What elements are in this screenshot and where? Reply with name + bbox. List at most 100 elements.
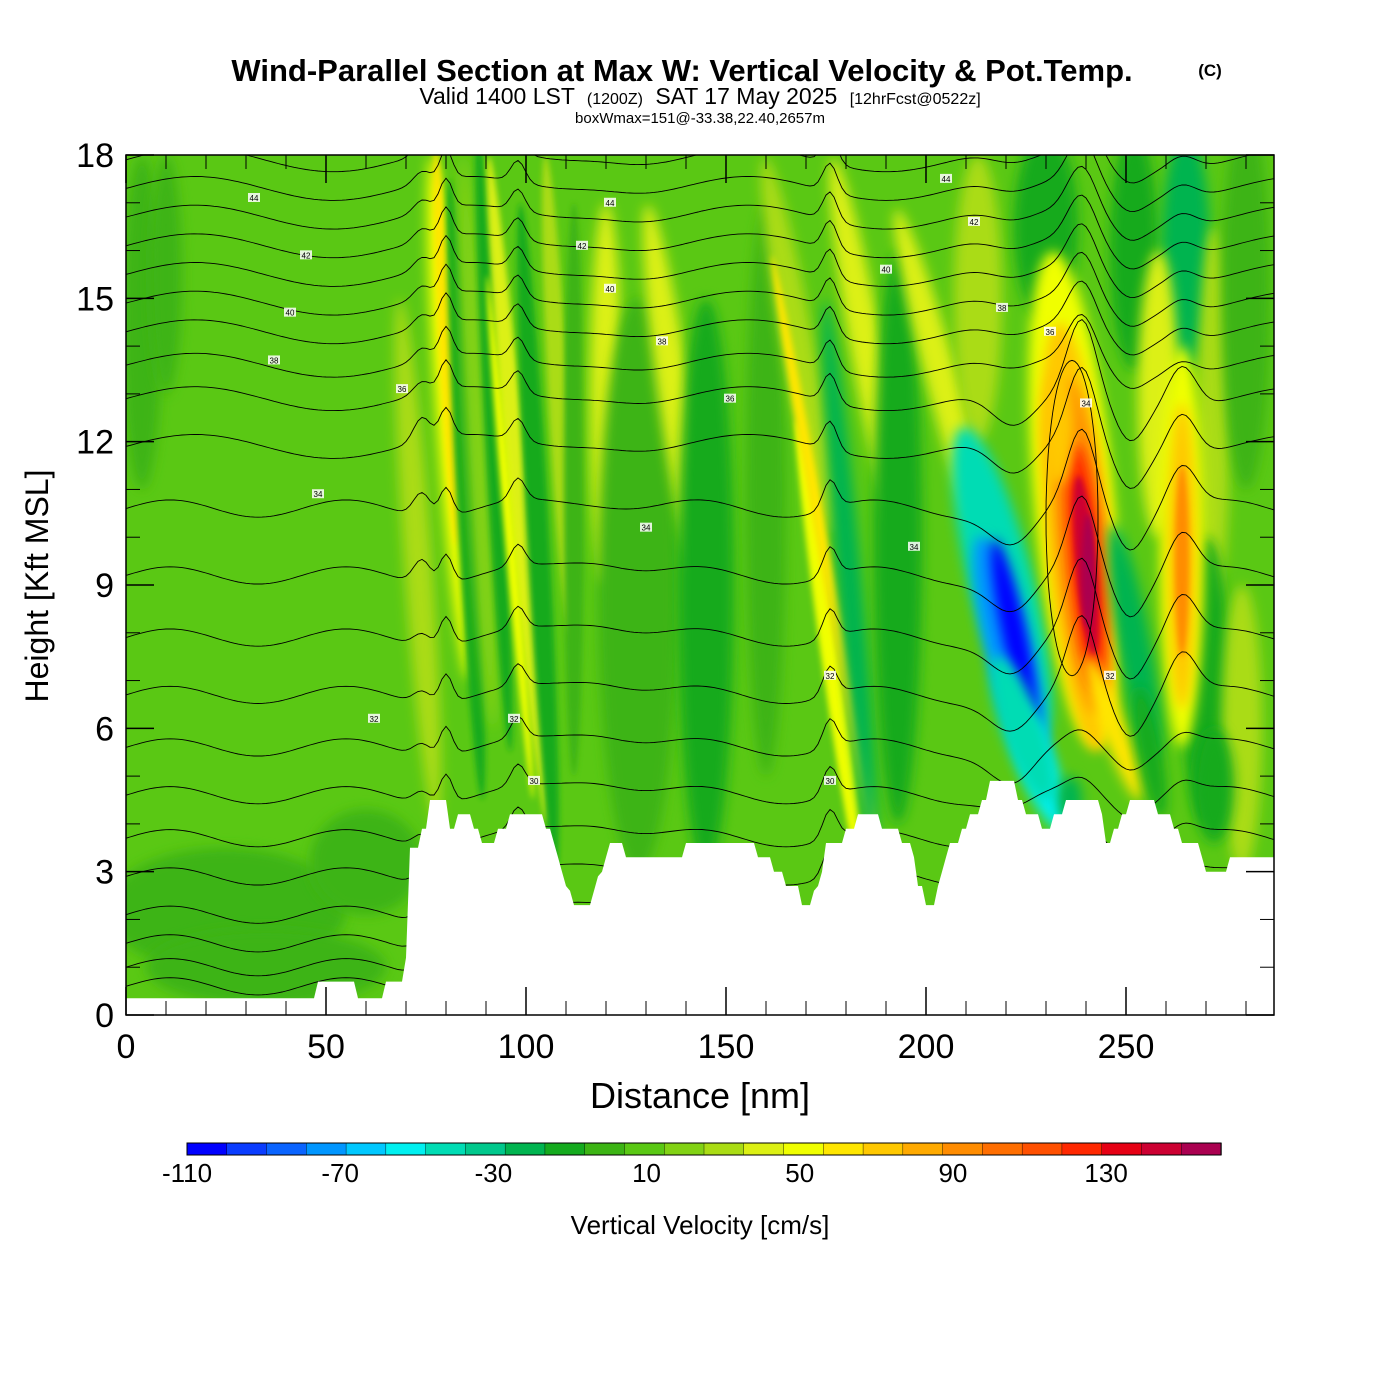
contour-label-box bbox=[940, 173, 952, 183]
velocity-cell bbox=[954, 155, 1002, 442]
colorbar-swatch bbox=[862, 1142, 904, 1156]
isentrope bbox=[126, 366, 1274, 489]
contour-label: 38 bbox=[998, 304, 1007, 313]
contour-label: 30 bbox=[826, 777, 835, 786]
colorbar-swatch bbox=[504, 1142, 546, 1156]
colorbar-tick-label: 10 bbox=[632, 1158, 661, 1188]
contour-labels: 44 42 40 38 36 34 32 44 42 40 38 36 34 32 30 44 42 40 38 36… bbox=[248, 173, 1116, 786]
chart-box-wmax: boxWmax=151@-33.38,22.40,2657m bbox=[575, 110, 825, 127]
colorbar-tick-label: 50 bbox=[785, 1158, 814, 1188]
velocity-cell bbox=[822, 299, 878, 871]
contour-label-box bbox=[1080, 398, 1092, 408]
velocity-cell bbox=[517, 203, 559, 872]
colorbar-tick-label: 130 bbox=[1084, 1158, 1127, 1188]
y-tick-label: 9 bbox=[95, 567, 114, 605]
colorbar-swatch bbox=[664, 1142, 705, 1156]
isentrope bbox=[126, 223, 1274, 299]
colorbar-swatch bbox=[345, 1142, 387, 1156]
contour-label-box bbox=[968, 216, 980, 226]
colorbar-swatch bbox=[385, 1142, 427, 1156]
x-tick-label: 250 bbox=[1098, 1028, 1155, 1066]
velocity-cell bbox=[746, 202, 786, 777]
velocity-cell bbox=[795, 420, 865, 894]
velocity-cell bbox=[475, 155, 513, 752]
contour-label-box bbox=[996, 302, 1008, 312]
x-tick-label: 50 bbox=[307, 1028, 345, 1066]
contour-label: 42 bbox=[578, 242, 587, 251]
contour-label-box bbox=[368, 713, 380, 723]
contour-label: 44 bbox=[250, 194, 259, 203]
y-tick-label: 0 bbox=[95, 997, 114, 1035]
colorbar-swatch bbox=[624, 1142, 665, 1156]
colorbar-swatch bbox=[544, 1142, 586, 1156]
x-tick-label: 150 bbox=[698, 1028, 755, 1066]
contour-label: 40 bbox=[882, 266, 891, 275]
chart-title: Wind-Parallel Section at Max W: Vertical… bbox=[231, 53, 1132, 88]
subtitle-date: SAT 17 May 2025 bbox=[655, 83, 837, 109]
colorbar-swatch bbox=[1061, 1142, 1103, 1156]
isentrope bbox=[126, 557, 1274, 680]
contour-label-box bbox=[300, 250, 312, 260]
isentrope bbox=[126, 314, 1274, 389]
colorbar-swatch bbox=[465, 1142, 506, 1156]
velocity-cell bbox=[486, 275, 534, 800]
contour-label-box bbox=[724, 393, 736, 403]
contour-label-box bbox=[656, 336, 668, 346]
velocity-cell bbox=[446, 179, 486, 800]
colorbar: -110 -70 -30 10 50 90 130 bbox=[162, 1142, 1222, 1188]
colorbar-swatch bbox=[1181, 1142, 1222, 1156]
isentrope bbox=[126, 155, 1274, 213]
plot-area: 44 42 40 38 36 34 32 44 42 40 38 36 34 32 30 44 42 40 38 36… bbox=[126, 155, 1274, 1015]
contour-label-box bbox=[1104, 670, 1116, 680]
velocity-cell bbox=[310, 809, 422, 915]
colorbar-swatch bbox=[743, 1142, 785, 1156]
colorbar-tick-label: -30 bbox=[475, 1158, 513, 1188]
colorbar-swatch bbox=[1021, 1142, 1063, 1156]
y-tick-label: 12 bbox=[76, 424, 114, 462]
contour-label-box bbox=[908, 541, 920, 551]
colorbar-swatch bbox=[823, 1142, 864, 1156]
velocity-cell bbox=[487, 156, 549, 823]
y-tick-label: 15 bbox=[76, 280, 114, 318]
subtitle-valid: Valid 1400 LST bbox=[419, 83, 575, 109]
colorbar-frame bbox=[186, 1142, 1222, 1156]
colorbar-swatch bbox=[306, 1142, 347, 1156]
velocity-cell bbox=[150, 155, 182, 394]
contour-label: 42 bbox=[302, 251, 311, 260]
velocity-cell bbox=[1133, 686, 1167, 819]
velocity-cell bbox=[678, 298, 734, 872]
chart-title-mark: (C) bbox=[1198, 61, 1222, 80]
colorbar-label: Vertical Velocity [cm/s] bbox=[571, 1210, 830, 1240]
contour-label: 36 bbox=[1046, 328, 1055, 337]
contour-label: 38 bbox=[658, 337, 667, 346]
contour-label-box bbox=[1044, 326, 1056, 336]
contour-label: 44 bbox=[606, 199, 615, 208]
velocity-cell bbox=[761, 157, 835, 535]
contour-label-box bbox=[508, 713, 520, 723]
x-axis-label: Distance [nm] bbox=[590, 1075, 810, 1116]
colorbar-swatch bbox=[186, 1142, 228, 1156]
contour-label: 44 bbox=[942, 175, 951, 184]
contour-label: 34 bbox=[910, 543, 919, 552]
colorbar-swatch bbox=[584, 1142, 626, 1156]
contour-label-box bbox=[824, 775, 836, 785]
contour-label: 40 bbox=[606, 285, 615, 294]
isentrope bbox=[126, 319, 1274, 442]
velocity-cell bbox=[1042, 370, 1074, 485]
contour-label: 32 bbox=[510, 715, 519, 724]
contour-label: 36 bbox=[726, 395, 735, 404]
contour-label: 34 bbox=[1082, 399, 1091, 408]
contour-label: 40 bbox=[286, 309, 295, 318]
colorbar-swatch bbox=[1141, 1142, 1182, 1156]
x-tick-label: 200 bbox=[898, 1028, 955, 1066]
colorbar-tick-label: -70 bbox=[321, 1158, 359, 1188]
contour-label: 32 bbox=[1106, 672, 1115, 681]
velocity-cell bbox=[458, 155, 498, 728]
potential-temperature-contours bbox=[126, 155, 1274, 1010]
colorbar-swatch bbox=[226, 1142, 268, 1156]
colorbar-swatch bbox=[1101, 1142, 1143, 1156]
colorbar-tick-label: -110 bbox=[162, 1158, 212, 1188]
colorbar-swatch bbox=[425, 1142, 467, 1156]
